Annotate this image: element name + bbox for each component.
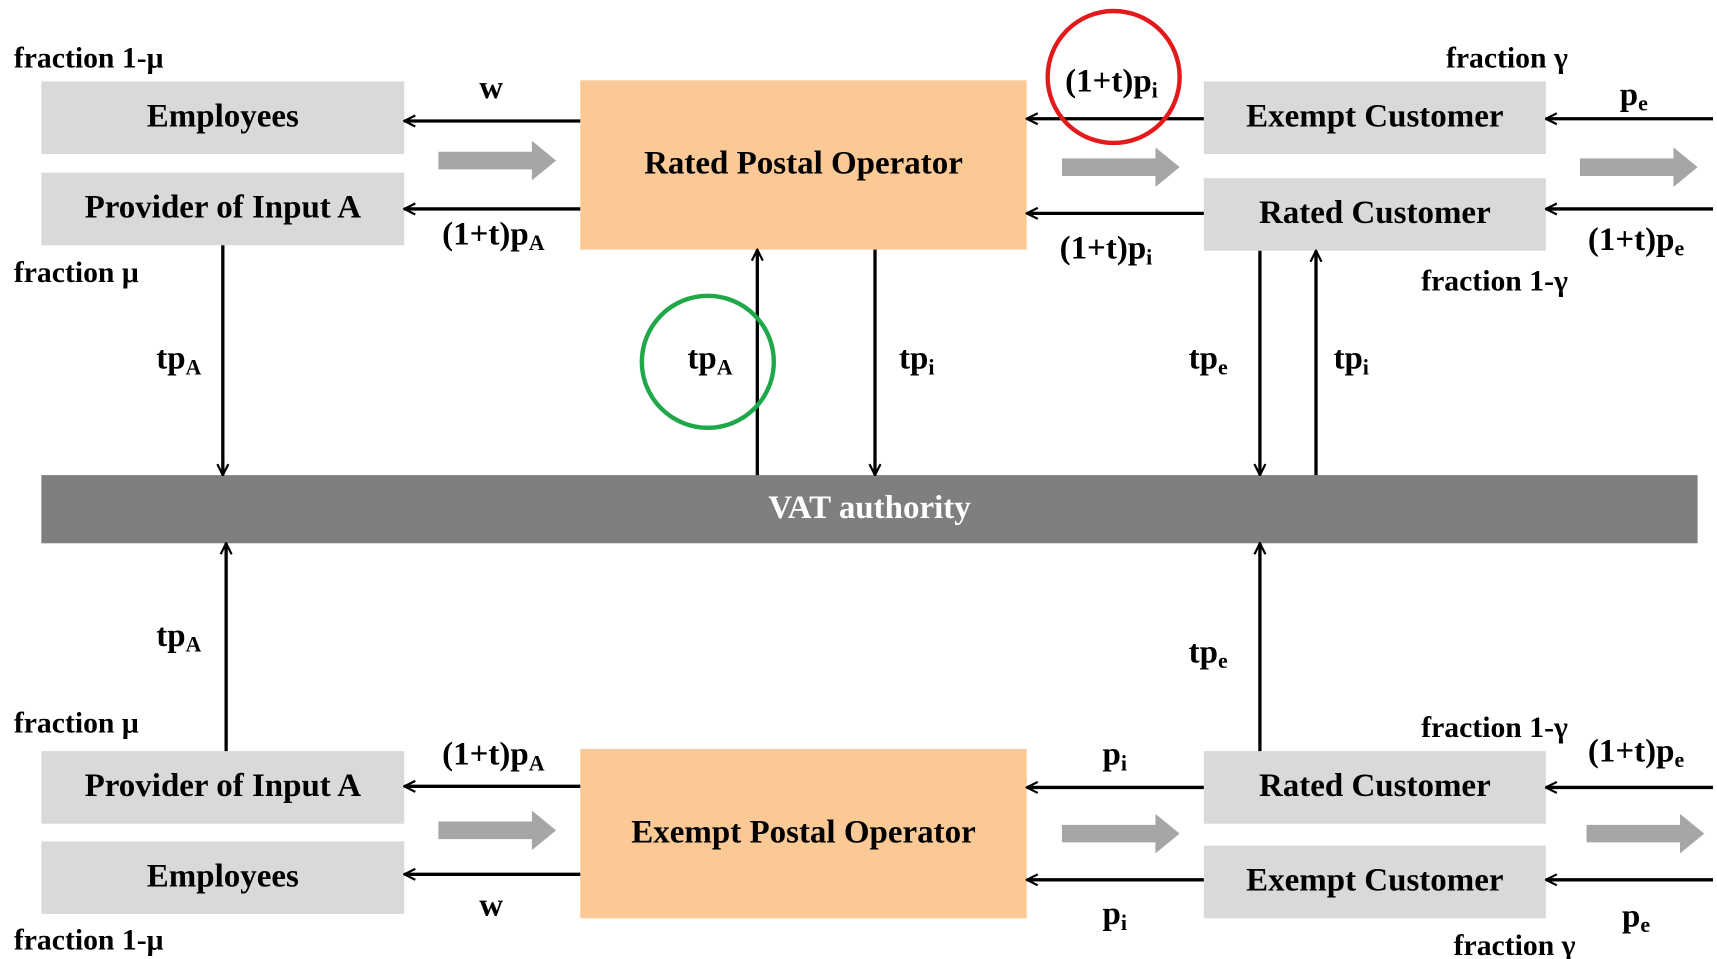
edge-label: pi [1103,896,1127,935]
node-box [41,475,1698,544]
fraction-label: fraction 1-γ [1421,266,1568,298]
node-box [580,748,1027,919]
edge-label: tpe [1189,340,1228,379]
node-label: Employees [147,98,299,134]
node-box [41,841,405,914]
edge-label-sub: i [1146,245,1152,270]
edge-label-sub: A [529,230,545,255]
highlight-circle [1045,8,1182,146]
edge-label: tpe [1189,634,1228,673]
edge-label-sub: e [1640,912,1650,937]
edge-label-main: w [479,70,503,106]
edge-label: pe [1620,76,1648,115]
edge-label-main: p [1103,736,1121,772]
edge-label-main: tp [156,340,185,376]
node-label: Rated Postal Operator [644,146,963,182]
edge-label-sub: A [717,355,733,380]
layer: Employees Provider of Input A Rated Postal… [14,42,1714,959]
edge-label: w [479,70,503,106]
edge-label: tpi [899,340,934,379]
edge-label-sub: e [1674,236,1684,261]
edge-label-main: tp [687,340,716,376]
fraction-label: fraction γ [1446,42,1568,74]
edge-label-sub: i [1152,77,1158,102]
edge-label-sub: i [1363,355,1369,380]
node-label: Rated Customer [1259,768,1491,804]
edge-label: tpi [1333,340,1368,379]
node-box [580,80,1027,250]
edge-label-main: tp [899,340,928,376]
edge-label-main: (1+t)p [1060,230,1147,266]
node-box [1203,751,1546,824]
edge-label-main: (1+t)p [1588,733,1675,769]
edge-label: tpA [156,617,201,656]
edge-label-main: tp [1333,340,1362,376]
node-label: Provider of Input A [85,768,362,804]
edge-label: (1+t)pi [1060,230,1153,269]
fraction-label: fraction γ [1454,930,1576,959]
node-label: VAT authority [768,490,971,526]
edge-label-sub: i [1121,910,1127,935]
edge-label-main: p [1103,896,1121,932]
edge-label-sub: A [186,632,202,657]
edge-label: pi [1103,736,1127,775]
edge-label-main: tp [1189,340,1218,376]
fraction-label: fraction 1-μ [14,924,164,956]
node-box [1203,178,1546,251]
edge-label-main: p [1620,76,1638,112]
edge-label-sub: A [529,750,545,775]
edge-label-sub: e [1218,648,1228,673]
edge-label: tpA [687,340,732,379]
edge-label-main: (1+t)p [442,216,529,252]
node-box [1203,845,1546,919]
fraction-label: fraction 1-γ [1421,712,1568,744]
edge-label-sub: e [1674,747,1684,772]
edge-label-sub: e [1638,91,1648,116]
edge-label-main: p [1622,898,1640,934]
edge-label: (1+t)pe [1588,733,1685,772]
edge-label-main: (1+t)p [442,736,529,772]
edge-label: tpA [156,340,201,379]
edge-label-main: (1+t)p [1588,222,1675,258]
edge-label-sub: i [928,355,934,380]
edge-label-main: tp [156,617,185,653]
edge-label: (1+t)pA [442,216,545,255]
node-label: Exempt Customer [1246,863,1503,899]
flow-arrows [438,140,1705,854]
edge-label-main: (1+t)p [1065,63,1152,99]
node-label: Employees [147,858,299,894]
node-label: Rated Customer [1259,195,1491,231]
fraction-label: fraction μ [14,708,139,740]
edge-label-sub: e [1218,355,1228,380]
node-box [41,751,405,824]
edge-label-sub: i [1121,750,1127,775]
edge-label-sub: A [186,355,202,380]
node-box [1203,81,1546,154]
edge-label-main: w [479,887,503,923]
edge-label: (1+t)pe [1588,222,1685,261]
node-label: Exempt Customer [1246,98,1503,134]
fraction-label: fraction 1-μ [14,42,164,74]
edge-label: w [479,887,503,923]
edge-label: (1+t)pi [1065,63,1158,102]
node-label: Provider of Input A [85,190,362,226]
node-label: Exempt Postal Operator [631,814,975,850]
node-box [41,81,405,154]
edge-label: (1+t)pA [442,736,545,775]
edge-label: pe [1622,898,1650,937]
edge-label-main: tp [1189,634,1218,670]
fraction-label: fraction μ [14,257,139,289]
node-box [41,172,405,246]
highlight-circle [639,293,777,431]
